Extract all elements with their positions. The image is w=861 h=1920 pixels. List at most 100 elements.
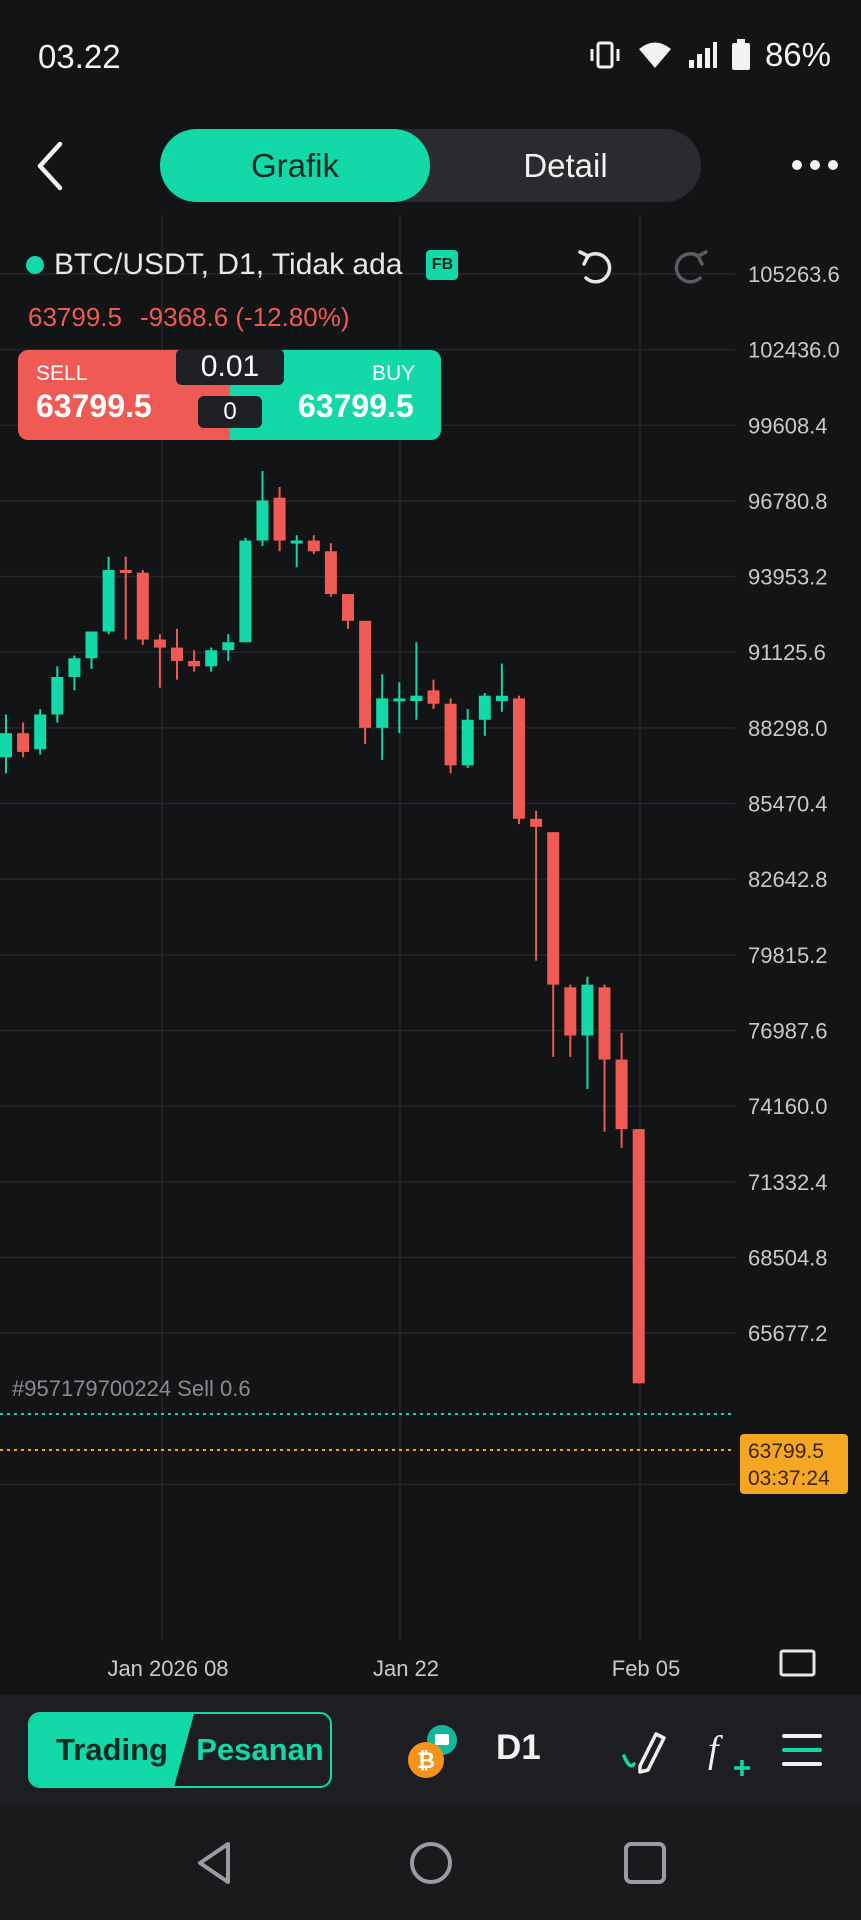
menu-icon[interactable] bbox=[782, 1728, 822, 1772]
candle-countdown: 03:37:24 bbox=[748, 1467, 830, 1490]
candle-body bbox=[632, 1129, 645, 1384]
status-icons: 86% bbox=[587, 36, 831, 74]
candle-body bbox=[205, 650, 218, 667]
candle-body bbox=[598, 987, 611, 1060]
svg-text:f: f bbox=[708, 1729, 723, 1771]
svg-text:₿: ₿ bbox=[417, 1748, 435, 1773]
mode-toggle bbox=[28, 1712, 332, 1788]
candle-body bbox=[273, 497, 286, 541]
symbol-selector-icon[interactable]: ₿ bbox=[404, 1722, 464, 1782]
y-tick-label: 71332.4 bbox=[748, 1170, 828, 1195]
y-tick-label: 74160.0 bbox=[748, 1094, 828, 1119]
nav-back-icon[interactable] bbox=[190, 1838, 240, 1888]
candle-body bbox=[359, 620, 372, 728]
candle-body bbox=[0, 733, 12, 758]
x-tick-label: Jan 2026 08 bbox=[107, 1656, 228, 1681]
price-change-line: 63799.5 -9368.6 (-12.80%) bbox=[28, 302, 350, 333]
candle-body bbox=[119, 569, 132, 573]
y-tick-label: 99608.4 bbox=[748, 413, 828, 438]
y-tick-label: 79815.2 bbox=[748, 943, 828, 968]
battery-percent: 86% bbox=[764, 36, 831, 73]
nav-recents-icon[interactable] bbox=[622, 1840, 668, 1886]
candle-body bbox=[17, 733, 30, 752]
price-change: -9368.6 (-12.80%) bbox=[139, 302, 350, 332]
tab-grafik[interactable]: Grafik bbox=[160, 129, 430, 202]
back-icon[interactable] bbox=[24, 136, 84, 196]
candle-body bbox=[171, 647, 183, 661]
candle-body bbox=[307, 540, 320, 552]
status-time: 03.22 bbox=[38, 38, 121, 75]
x-axis: Jan 2026 08 Jan 22 Feb 05 bbox=[107, 1656, 680, 1681]
candle-body bbox=[102, 569, 115, 632]
market-status-dot bbox=[26, 256, 44, 274]
candle-body bbox=[444, 703, 457, 766]
current-price-value: 63799.5 bbox=[748, 1440, 824, 1463]
candle-body bbox=[222, 642, 235, 651]
fb-badge: FB bbox=[426, 250, 459, 280]
tab-detail[interactable]: Detail bbox=[523, 146, 608, 184]
y-tick-label: 76987.6 bbox=[748, 1018, 828, 1043]
candle-body bbox=[564, 987, 577, 1036]
candle-body bbox=[324, 551, 337, 595]
candle-body bbox=[410, 695, 423, 702]
candle-body bbox=[530, 818, 543, 827]
nav-home-icon[interactable] bbox=[406, 1838, 456, 1888]
y-tick-label: 68504.8 bbox=[748, 1245, 828, 1270]
candles bbox=[0, 470, 645, 1384]
lot-size-input[interactable]: 0.01 bbox=[176, 349, 284, 385]
indicator-icon[interactable]: f bbox=[704, 1724, 754, 1778]
candle-body bbox=[51, 676, 64, 715]
redo-icon[interactable] bbox=[668, 244, 712, 288]
buy-label: BUY bbox=[372, 362, 416, 385]
system-nav-bar bbox=[0, 1805, 861, 1920]
y-tick-label: 102436.0 bbox=[748, 338, 840, 363]
candle-body bbox=[256, 500, 269, 541]
signal-icon bbox=[688, 42, 717, 68]
candle-body bbox=[85, 631, 98, 659]
y-tick-label: 65677.2 bbox=[748, 1321, 828, 1346]
candle-body bbox=[547, 832, 560, 985]
candle-body bbox=[188, 660, 201, 667]
candle-body bbox=[136, 572, 149, 640]
x-tick-label: Jan 22 bbox=[373, 1656, 439, 1681]
candle-body bbox=[342, 594, 354, 621]
order-line-label[interactable]: #957179700224 Sell 0.6 bbox=[12, 1376, 251, 1401]
candle-body bbox=[615, 1059, 628, 1130]
y-tick-label: 91125.6 bbox=[748, 640, 826, 665]
undo-icon[interactable] bbox=[574, 244, 618, 288]
symbol-info: BTC/USDT, D1, Tidak ada FB bbox=[26, 248, 459, 282]
candle-body bbox=[153, 639, 166, 648]
battery-icon bbox=[731, 39, 750, 70]
candle-body bbox=[495, 695, 508, 702]
spread-value: 0 bbox=[198, 396, 262, 428]
chart-grid bbox=[0, 215, 735, 1640]
tab-trading[interactable]: Trading bbox=[30, 1714, 194, 1786]
candle-body bbox=[34, 714, 47, 750]
timeframe-selector[interactable]: D1 bbox=[496, 1728, 541, 1767]
candle-body bbox=[290, 540, 303, 544]
drawing-tool-icon[interactable] bbox=[620, 1726, 670, 1776]
candle-body bbox=[376, 698, 389, 728]
vibrate-icon bbox=[590, 41, 620, 69]
sell-price: 63799.5 bbox=[36, 388, 152, 424]
y-tick-label: 82642.8 bbox=[748, 867, 828, 892]
candle-body bbox=[581, 984, 594, 1036]
sell-label: SELL bbox=[36, 362, 88, 385]
candle-body bbox=[461, 719, 474, 766]
y-tick-label: 85470.4 bbox=[748, 792, 828, 817]
candle-body bbox=[68, 658, 81, 677]
last-price: 63799.5 bbox=[28, 302, 122, 332]
candle-body bbox=[427, 690, 440, 704]
candle-body bbox=[239, 540, 252, 643]
candle-body bbox=[393, 698, 406, 702]
symbol-name: BTC/USDT, D1, Tidak ada bbox=[54, 248, 403, 281]
tab-pesanan[interactable]: Pesanan bbox=[196, 1732, 324, 1767]
current-price-tag: 63799.5 03:37:24 bbox=[740, 1434, 848, 1494]
x-tick-label: Feb 05 bbox=[612, 1656, 681, 1681]
price-chart[interactable]: 105263.6 102436.0 99608.4 96780.8 93953.2 911… bbox=[0, 215, 861, 1695]
y-axis: 105263.6 102436.0 99608.4 96780.8 93953.2 911… bbox=[748, 262, 840, 1497]
y-tick-label: 88298.0 bbox=[748, 716, 828, 741]
fullscreen-icon[interactable] bbox=[779, 1649, 816, 1677]
more-options-icon[interactable] bbox=[790, 150, 840, 180]
candle-body bbox=[513, 698, 525, 819]
